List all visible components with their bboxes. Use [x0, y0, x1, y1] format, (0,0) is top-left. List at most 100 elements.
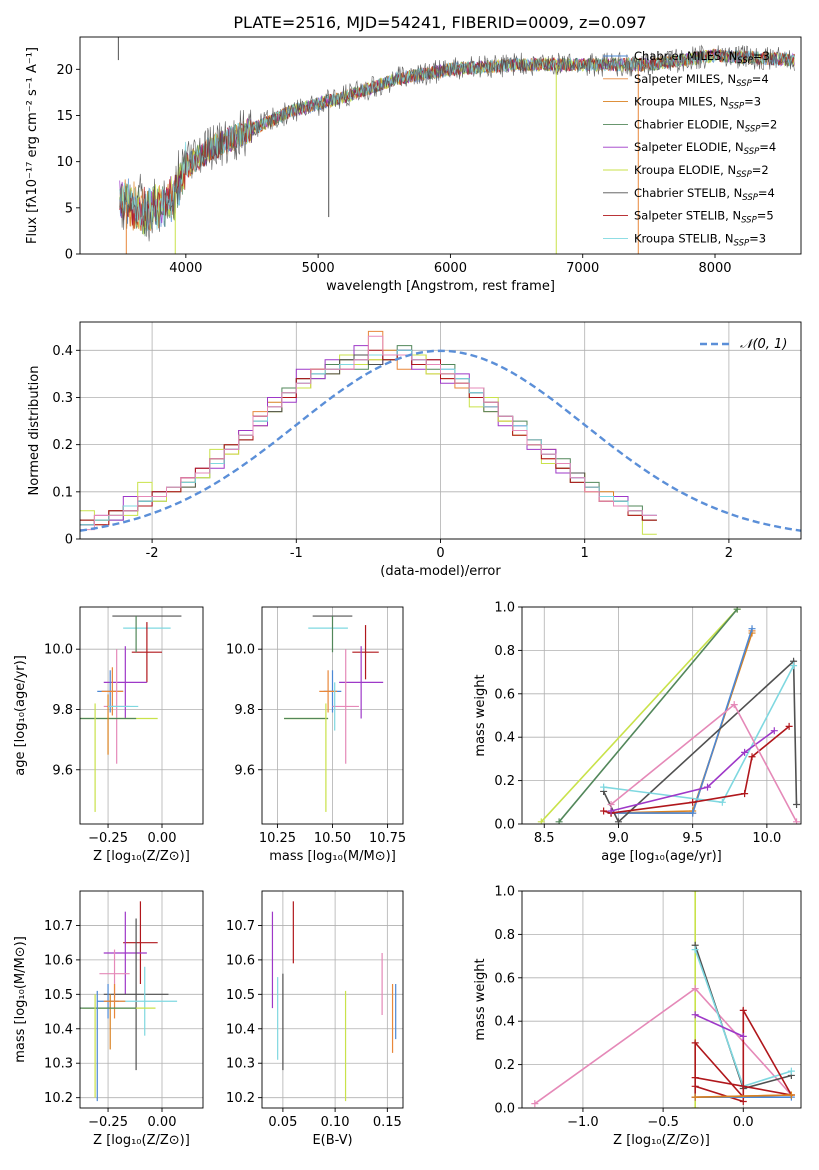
weight_vs_Z-ytick-label: 0.2	[494, 1058, 515, 1073]
spectrum-xtick-label: 4000	[169, 261, 202, 276]
mass_vs_Z-ytick-label: 10.3	[44, 1057, 73, 1072]
weight_vs_Z-marker-kroupa_elodie	[691, 1104, 699, 1108]
spectrum-xtick-label: 7000	[566, 261, 599, 276]
mass_vs_ebv-ytick-label: 10.2	[226, 1091, 255, 1106]
legend-label-salpeter_miles: Salpeter MILES, NSSP=4	[634, 72, 769, 89]
legend-label-kroupa_stelib: Kroupa STELIB, NSSP=3	[634, 231, 766, 248]
residuals-ylabel: Normed distribution	[27, 366, 42, 496]
figure-title: PLATE=2516, MJD=54241, FIBERID=0009, z=0…	[233, 13, 646, 32]
spectrum-ytick-label: 0	[65, 248, 73, 263]
weight_vs_age-marker-salpeter_elodie	[704, 783, 712, 791]
weight_vs_Z-marker-salpeter_elodie	[739, 1032, 747, 1040]
weight_vs_Z-ytick-label: 0.6	[494, 971, 515, 986]
weight_vs_age-marker-chabrier_miles	[689, 809, 697, 817]
weight_vs_Z-frame	[521, 890, 802, 1109]
weight_vs_Z-marker-salpeter_stelib	[739, 1006, 747, 1014]
legend-label-kroupa_elodie: Kroupa ELODIE, NSSP=2	[634, 163, 769, 180]
age_vs_Z-ytick-label: 10.0	[44, 643, 73, 658]
weight_vs_age-xtick-label: 10.0	[752, 831, 781, 846]
weight_vs_Z-marker-pink	[691, 985, 699, 993]
weight_vs_Z-marker-salpeter_elodie	[691, 1011, 699, 1019]
mass_vs_ebv-ytick-label: 10.5	[226, 988, 255, 1003]
residuals-xtick-label: 2	[725, 546, 733, 561]
weight_vs_Z-xtick-label: 0.0	[733, 1115, 754, 1130]
weight_vs_Z-line-salpeter_stelib	[694, 1007, 793, 1103]
weight_vs_age-marker-chabrier_elodie	[555, 818, 563, 824]
weight_vs_Z-marker-kroupa_elodie	[691, 891, 699, 895]
weight_vs_age-marker-pink	[793, 818, 801, 824]
residuals-ytick-label: 0.2	[52, 438, 73, 453]
spectrum-line-kroupa_stelib	[119, 48, 795, 231]
spectrum-axes	[76, 68, 716, 258]
mass_vs_ebv-xtick-label: 0.05	[268, 1115, 297, 1130]
spectrum-xtick-label: 5000	[302, 261, 335, 276]
mass_vs_Z-xtick-label: 0.00	[148, 1115, 177, 1130]
weight_vs_Z-marker-kroupa_miles	[787, 1091, 795, 1099]
weight_vs_age-marker-kroupa_stelib	[790, 662, 798, 670]
mass_vs_ebv-ytick-label: 10.7	[226, 919, 255, 934]
weight_vs_age-ylabel: mass weight	[473, 674, 488, 756]
mass_vs_ebv-xlabel: E(B-V)	[312, 1133, 352, 1148]
weight_vs_Z-marker-salpeter_stelib	[691, 1039, 699, 1047]
legend-label-chabrier_miles: Chabrier MILES, NSSP=3	[634, 49, 770, 66]
weight_vs_Z-ytick-label: 0.0	[494, 1102, 515, 1117]
mass_vs_Z-frame	[79, 890, 204, 1109]
spectrum-ylabel: Flux [fλ10⁻¹⁷ erg cm⁻² s⁻¹ A⁻¹]	[25, 47, 40, 244]
weight_vs_Z-line-kroupa_miles	[695, 1094, 792, 1098]
mass_vs_ebv-ytick-label: 10.4	[226, 1022, 255, 1037]
legend-label-salpeter_stelib: Salpeter STELIB, NSSP=5	[634, 209, 774, 226]
weight_vs_Z-marker-salpeter_stelib	[739, 1097, 747, 1105]
weight_vs_age-marker-kroupa_stelib	[718, 798, 726, 806]
residuals-ytick-label: 0.3	[52, 391, 73, 406]
spectrum-ytick-label: 15	[56, 109, 73, 124]
residuals-axes	[76, 322, 801, 543]
residuals-xtick-label: 0	[436, 546, 444, 561]
weight_vs_Z-line-salpeter_elodie	[694, 1013, 744, 1038]
weight_vs_Z-lines	[531, 891, 795, 1108]
spectrum-ytick-label: 20	[56, 63, 73, 78]
mass_vs_Z-points	[80, 901, 178, 1102]
weight_vs_Z-ylabel: mass weight	[473, 958, 488, 1040]
residuals-xtick-label: -1	[290, 546, 303, 561]
mass_vs_ebv-frame	[261, 890, 404, 1109]
weight_vs_Z-ytick-label: 0.4	[494, 1015, 515, 1030]
residuals-xtick-label: -2	[146, 546, 159, 561]
mass_vs_ebv-xtick-label: 0.10	[321, 1115, 350, 1130]
weight_vs_age-marker-salpeter_elodie	[770, 727, 778, 735]
legend-label-kroupa_miles: Kroupa MILES, NSSP=3	[634, 95, 761, 112]
weight_vs_age-line-salpeter_elodie	[610, 730, 775, 812]
mass_vs_ebv-ytick-label: 10.6	[226, 953, 255, 968]
mass_vs_ebv-ytick-label: 10.3	[226, 1057, 255, 1072]
age_vs_Z-ytick-label: 9.6	[52, 763, 73, 778]
weight_vs_age-line-chabrier_elodie	[558, 608, 738, 823]
age_vs_Z-ylabel: age [log₁₀(age/yr)]	[13, 655, 28, 776]
legend-label-chabrier_stelib: Chabrier STELIB, NSSP=4	[634, 186, 775, 203]
weight_vs_Z-marker-pink	[531, 1100, 539, 1108]
age_vs_Z-points	[80, 615, 182, 812]
weight_vs_age-marker-salpeter_elodie	[607, 807, 615, 815]
spectrum-legend: Chabrier MILES, NSSP=3 Salpeter MILES, NS…	[603, 49, 777, 248]
residuals-ytick-label: 0.4	[52, 344, 73, 359]
spectrum-xtick-label: 8000	[698, 261, 731, 276]
age_vs_mass-frame	[261, 606, 404, 825]
weight_vs_age-lines	[537, 607, 801, 824]
residuals-xtick-label: 1	[581, 546, 589, 561]
mass_vs_Z-ytick-label: 10.4	[44, 1022, 73, 1037]
age_vs_mass-xtick-label: 10.75	[369, 831, 406, 846]
mass_vs_Z-axes	[76, 891, 203, 1112]
histogram-pink	[80, 335, 657, 531]
spectrum-line-chabrier_stelib	[119, 44, 795, 242]
mass_vs_Z-ylabel: mass [log₁₀(M/M⊙)]	[13, 936, 28, 1063]
weight_vs_age-marker-chabrier_elodie	[733, 607, 741, 613]
weight_vs_Z-axes	[518, 890, 801, 1112]
weight_vs_age-marker-salpeter_stelib	[741, 790, 749, 798]
residuals-ytick-label: 0	[65, 533, 73, 548]
weight_vs_Z-marker-kroupa_stelib	[787, 1067, 795, 1075]
weight_vs_Z-xtick-label: −0.5	[647, 1115, 679, 1130]
weight_vs_age-frame	[521, 606, 802, 825]
mass_vs_ebv-xtick-label: 0.15	[373, 1115, 402, 1130]
mass_vs_Z-xlabel: Z [log₁₀(Z/Z⊙)]	[93, 1133, 190, 1148]
age_vs_mass-points	[284, 615, 384, 812]
weight_vs_Z-xlabel: Z [log₁₀(Z/Z⊙)]	[613, 1133, 710, 1148]
